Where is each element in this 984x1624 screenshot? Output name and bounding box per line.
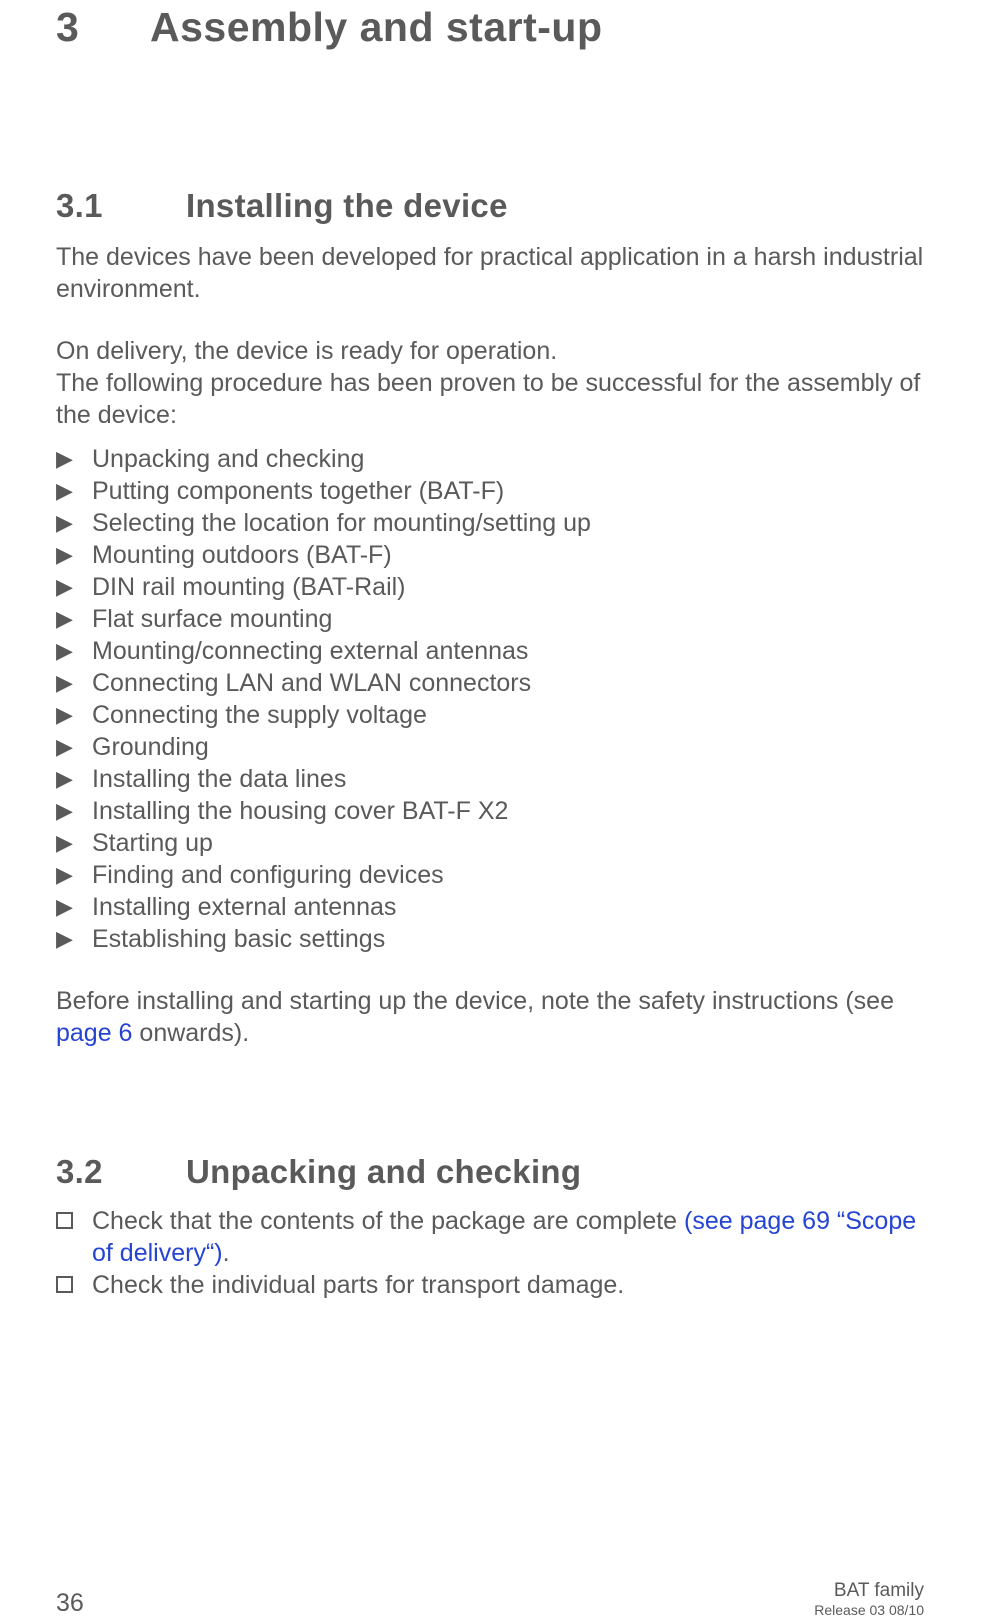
list-item-text: Flat surface mounting <box>92 603 924 635</box>
section-3-2-heading: 3.2Unpacking and checking <box>56 1153 924 1191</box>
list-item: ▶Installing the housing cover BAT-F X2 <box>56 795 924 827</box>
outro-pre: Before installing and starting up the de… <box>56 987 894 1015</box>
list-item-text: Connecting LAN and WLAN connectors <box>92 667 924 699</box>
list-item: ▶Flat surface mounting <box>56 603 924 635</box>
section-3-1-intro-2: On delivery, the device is ready for ope… <box>56 335 924 431</box>
chapter-heading: 3Assembly and start-up <box>56 4 924 51</box>
page-6-link[interactable]: page 6 <box>56 1019 132 1047</box>
triangle-bullet-icon: ▶ <box>56 859 92 891</box>
chapter-title: Assembly and start-up <box>150 4 603 50</box>
list-item-text: Connecting the supply voltage <box>92 699 924 731</box>
checkbox-icon <box>56 1269 92 1301</box>
page-footer: 36 BAT family Release 03 08/10 <box>0 1580 984 1618</box>
triangle-bullet-icon: ▶ <box>56 475 92 507</box>
list-item: ▶Mounting outdoors (BAT-F) <box>56 539 924 571</box>
list-item: ▶Selecting the location for mounting/set… <box>56 507 924 539</box>
list-item: ▶Connecting the supply voltage <box>56 699 924 731</box>
triangle-bullet-icon: ▶ <box>56 795 92 827</box>
section-3-2-title: Unpacking and checking <box>186 1153 581 1190</box>
list-item-text: Installing external antennas <box>92 891 924 923</box>
section-3-1-title: Installing the device <box>186 187 508 224</box>
list-item-text: Establishing basic settings <box>92 923 924 955</box>
section-3-2-number: 3.2 <box>56 1153 186 1191</box>
triangle-bullet-icon: ▶ <box>56 891 92 923</box>
list-item-text: Mounting outdoors (BAT-F) <box>92 539 924 571</box>
list-item: ▶Establishing basic settings <box>56 923 924 955</box>
triangle-bullet-icon: ▶ <box>56 731 92 763</box>
triangle-bullet-icon: ▶ <box>56 827 92 859</box>
list-item: ▶Starting up <box>56 827 924 859</box>
triangle-bullet-icon: ▶ <box>56 571 92 603</box>
triangle-bullet-icon: ▶ <box>56 667 92 699</box>
list-item: ▶Putting components together (BAT-F) <box>56 475 924 507</box>
list-item-text: Unpacking and checking <box>92 443 924 475</box>
checklist-item: Check the individual parts for transport… <box>56 1269 924 1301</box>
page-number: 36 <box>56 1589 84 1618</box>
procedure-list: ▶Unpacking and checking▶Putting componen… <box>56 443 924 955</box>
list-item-text: Grounding <box>92 731 924 763</box>
list-item-text: Mounting/connecting external antennas <box>92 635 924 667</box>
release-label: Release 03 08/10 <box>814 1602 924 1618</box>
list-item-text: Finding and configuring devices <box>92 859 924 891</box>
page-content: 3Assembly and start-up 3.1Installing the… <box>0 4 984 1301</box>
check1-post: . <box>223 1239 230 1267</box>
list-item-text: Putting components together (BAT-F) <box>92 475 924 507</box>
list-item: ▶DIN rail mounting (BAT-Rail) <box>56 571 924 603</box>
checklist-item-text: Check that the contents of the package a… <box>92 1205 924 1269</box>
triangle-bullet-icon: ▶ <box>56 699 92 731</box>
triangle-bullet-icon: ▶ <box>56 507 92 539</box>
checkbox-icon <box>56 1205 92 1237</box>
list-item: ▶Connecting LAN and WLAN connectors <box>56 667 924 699</box>
intro-2b: The following procedure has been proven … <box>56 369 920 429</box>
triangle-bullet-icon: ▶ <box>56 923 92 955</box>
list-item-text: Installing the housing cover BAT-F X2 <box>92 795 924 827</box>
intro-2a: On delivery, the device is ready for ope… <box>56 337 557 365</box>
list-item: ▶Finding and configuring devices <box>56 859 924 891</box>
footer-meta: BAT family Release 03 08/10 <box>814 1580 924 1618</box>
triangle-bullet-icon: ▶ <box>56 603 92 635</box>
checklist-item-text: Check the individual parts for transport… <box>92 1269 924 1301</box>
checklist: Check that the contents of the package a… <box>56 1205 924 1301</box>
triangle-bullet-icon: ▶ <box>56 635 92 667</box>
section-3-1-intro-1: The devices have been developed for prac… <box>56 241 924 305</box>
section-3-1-heading: 3.1Installing the device <box>56 187 924 225</box>
triangle-bullet-icon: ▶ <box>56 443 92 475</box>
list-item: ▶Grounding <box>56 731 924 763</box>
list-item: ▶Installing the data lines <box>56 763 924 795</box>
list-item: ▶Unpacking and checking <box>56 443 924 475</box>
triangle-bullet-icon: ▶ <box>56 763 92 795</box>
list-item-text: Selecting the location for mounting/sett… <box>92 507 924 539</box>
list-item-text: Starting up <box>92 827 924 859</box>
list-item-text: Installing the data lines <box>92 763 924 795</box>
list-item: ▶Installing external antennas <box>56 891 924 923</box>
triangle-bullet-icon: ▶ <box>56 539 92 571</box>
checklist-item: Check that the contents of the package a… <box>56 1205 924 1269</box>
check1-pre: Check that the contents of the package a… <box>92 1207 684 1235</box>
doc-title: BAT family <box>814 1580 924 1602</box>
list-item: ▶Mounting/connecting external antennas <box>56 635 924 667</box>
section-3-1-outro: Before installing and starting up the de… <box>56 985 924 1049</box>
list-item-text: DIN rail mounting (BAT-Rail) <box>92 571 924 603</box>
chapter-number: 3 <box>56 4 150 51</box>
section-3-1-number: 3.1 <box>56 187 186 225</box>
outro-post: onwards). <box>132 1019 249 1047</box>
